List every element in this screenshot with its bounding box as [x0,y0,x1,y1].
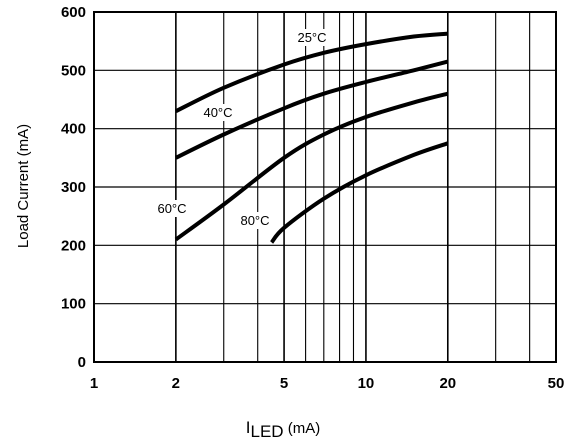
curve-label-bg [150,200,194,217]
series-group [174,31,449,244]
x-axis-label-main: I [246,418,251,437]
plot-frame [93,11,557,363]
y-tick-label: 200 [61,237,86,254]
series-line [175,59,449,160]
y-tick-label: 500 [61,62,86,79]
series-line [175,31,448,113]
curve-label-bg [233,212,277,229]
x-tick-label: 2 [172,375,180,392]
x-tick-label: 20 [439,375,456,392]
x-tick-label: 1 [90,375,98,392]
grid [93,11,557,363]
tick-labels: 0 100 200 300 400 500 600 1 2 5 10 20 50 [61,4,564,392]
y-tick-label: 0 [78,354,86,371]
series-line [174,91,449,242]
y-tick-label: 600 [61,4,86,21]
curve-label-bg [196,104,240,121]
x-axis-label-unit: (mA) [284,420,321,437]
y-tick-label: 300 [61,179,86,196]
y-tick-label: 100 [61,296,86,313]
curve-label: 80°C [240,213,269,228]
y-tick-label: 400 [61,121,86,138]
x-tick-label: 10 [358,375,375,392]
curve-labels: 25°C 40°C 60°C 80°C [150,29,334,229]
curve-label: 25°C [297,30,326,45]
curve-label: 60°C [157,201,186,216]
curve-label: 40°C [203,105,232,120]
series-line [270,141,449,244]
curve-label-bg [290,29,334,46]
y-axis-label: Load Current (mA) [15,124,32,248]
x-axis-label-sub: LED [250,422,283,441]
x-tick-label: 50 [548,375,565,392]
x-tick-label: 5 [280,375,288,392]
x-axis-label: ILED (mA) [246,418,320,441]
